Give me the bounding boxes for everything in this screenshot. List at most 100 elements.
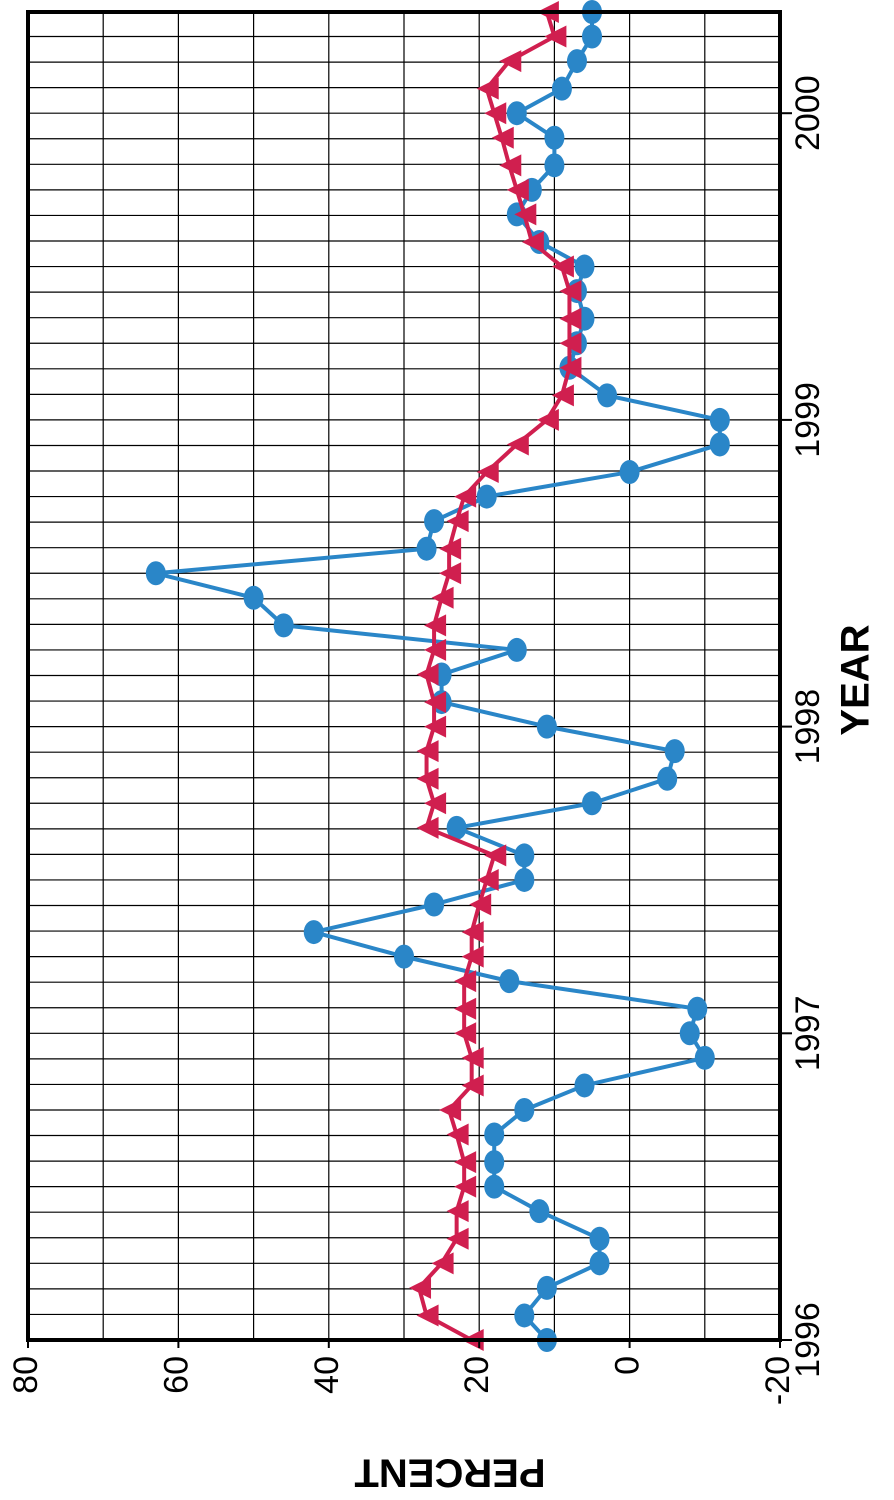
data-point — [446, 1227, 469, 1250]
series-layer — [145, 0, 730, 1352]
data-point — [431, 586, 454, 609]
data-point — [499, 154, 522, 177]
data-point — [476, 461, 499, 484]
data-point — [416, 816, 439, 839]
x-axis-ticks: 1996 1997 1998 1999 2000 — [780, 75, 827, 1378]
data-point — [454, 1175, 477, 1198]
data-point — [657, 766, 678, 791]
series-2 — [409, 1, 582, 1351]
data-point — [536, 1275, 557, 1300]
data-point — [559, 280, 582, 303]
data-point — [589, 1251, 610, 1276]
data-point — [394, 944, 414, 969]
data-point — [416, 767, 439, 790]
data-point — [454, 485, 477, 508]
data-point — [536, 714, 557, 739]
data-point — [687, 996, 708, 1021]
data-point — [145, 561, 166, 586]
data-point — [619, 460, 640, 485]
data-point — [484, 1174, 505, 1199]
data-point — [709, 432, 730, 457]
data-point — [506, 101, 527, 126]
data-point — [544, 153, 565, 178]
data-point — [559, 332, 582, 355]
x-tick-label: 1997 — [789, 995, 827, 1071]
data-point — [597, 383, 618, 408]
data-point — [582, 24, 602, 49]
data-point — [424, 614, 447, 637]
data-point — [409, 1276, 432, 1299]
data-point — [521, 231, 544, 254]
data-point — [574, 1073, 595, 1098]
y-tick-label: 40 — [308, 1356, 346, 1394]
data-point — [416, 1304, 439, 1327]
data-point — [454, 1151, 477, 1174]
data-point — [446, 815, 467, 840]
data-point — [424, 509, 445, 534]
data-point — [469, 893, 492, 916]
data-point — [439, 1098, 462, 1121]
plot-frame — [26, 10, 782, 1342]
y-tick-label: 80 — [7, 1356, 45, 1394]
y-axis-title: PERCENT — [354, 1450, 545, 1494]
data-point — [446, 510, 469, 533]
data-point — [461, 921, 484, 944]
data-point — [491, 126, 514, 149]
data-point — [551, 255, 574, 278]
x-tick-label: 1996 — [789, 1302, 827, 1378]
data-point — [476, 868, 499, 891]
data-point — [424, 892, 445, 917]
data-point — [484, 102, 507, 125]
series-1 — [145, 0, 730, 1352]
data-point — [694, 1045, 715, 1070]
data-point — [461, 1046, 484, 1069]
x-tick-label: 1999 — [789, 382, 827, 458]
data-point — [551, 76, 572, 101]
data-point — [484, 1122, 505, 1147]
data-point — [424, 792, 447, 815]
data-point — [424, 691, 447, 714]
data-point — [506, 178, 529, 201]
data-point — [559, 356, 582, 379]
y-tick-label: 0 — [609, 1356, 647, 1375]
data-point — [439, 562, 462, 585]
data-point — [461, 945, 484, 968]
data-point — [476, 484, 497, 509]
data-point — [529, 1199, 550, 1224]
data-point — [461, 1074, 484, 1097]
data-point — [514, 203, 537, 226]
data-point — [536, 408, 559, 431]
data-point — [506, 637, 527, 662]
data-point — [544, 125, 565, 150]
data-point — [574, 254, 595, 279]
data-point — [416, 663, 439, 686]
data-point — [416, 536, 437, 561]
data-point — [484, 1150, 505, 1175]
data-point — [303, 920, 324, 945]
data-point — [514, 1097, 535, 1122]
data-point — [424, 715, 447, 738]
data-point — [476, 77, 499, 100]
data-point — [514, 1303, 535, 1328]
x-tick-label: 2000 — [789, 75, 827, 151]
data-point — [582, 791, 602, 816]
data-point — [454, 1022, 477, 1045]
data-point — [454, 997, 477, 1020]
data-point — [484, 844, 507, 867]
data-point — [709, 407, 730, 432]
data-point — [499, 50, 522, 73]
data-point — [679, 1021, 700, 1046]
data-point — [454, 970, 477, 993]
y-axis-ticks: 80 60 40 20 0 -20 — [7, 1340, 797, 1405]
y-tick-label: 20 — [458, 1356, 496, 1394]
y-tick-label: 60 — [157, 1356, 195, 1394]
data-point — [273, 613, 294, 638]
data-point — [559, 307, 582, 330]
data-point — [506, 433, 529, 456]
data-point — [664, 739, 685, 764]
data-point — [431, 1252, 454, 1275]
x-axis-title: YEAR — [834, 624, 878, 735]
data-point — [243, 585, 264, 610]
data-point — [514, 867, 535, 892]
